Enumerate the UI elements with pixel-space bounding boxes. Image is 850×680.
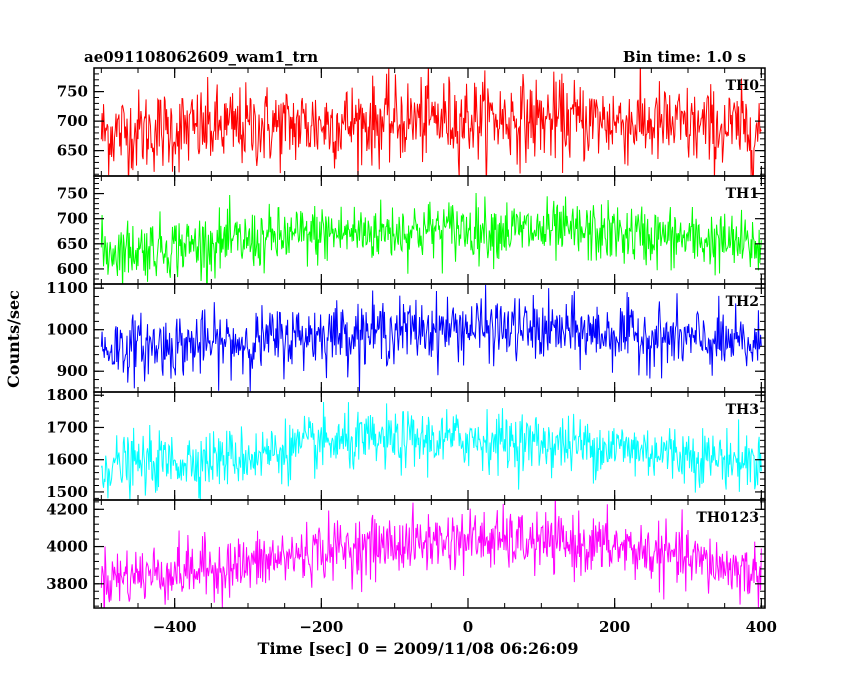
- y-tick-label: 4000: [46, 538, 88, 556]
- x-axis-label: Time [sec] 0 = 2009/11/08 06:26:09: [258, 639, 579, 658]
- panel-th2: 900 1000 1100 TH2: [46, 279, 766, 393]
- x-axis: −400 −200 0 200 400: [153, 618, 777, 636]
- y-tick-label: 650: [57, 142, 88, 160]
- y-tick-label: 1800: [46, 386, 88, 404]
- y-tick-label: 1100: [46, 279, 88, 297]
- y-tick-label: 4200: [46, 500, 88, 518]
- series-line-th1: [100, 193, 762, 284]
- y-tick-label: 600: [57, 260, 88, 278]
- panel-th1: 600 650 700 750 TH1: [57, 175, 766, 285]
- y-tick-label: 700: [57, 210, 88, 228]
- panel-th0: 650 700 750 TH0: [57, 67, 766, 177]
- y-tick-label: 700: [57, 112, 88, 130]
- y-tick-label: 1700: [46, 418, 88, 436]
- y-tick-label: 750: [57, 185, 88, 203]
- panel-th0123: 3800 4000 4200 TH0123: [46, 499, 766, 609]
- y-tick-label: 650: [57, 235, 88, 253]
- panel-label: TH0: [726, 78, 760, 94]
- y-tick-label: 750: [57, 83, 88, 101]
- series-line-th2: [100, 284, 762, 392]
- y-axis-label: Counts/sec: [4, 290, 23, 388]
- x-tick-label: −200: [299, 618, 343, 636]
- panels-group: 650 700 750 TH0 600 650 700 750 TH1 900 1000 1100 TH…: [46, 67, 766, 609]
- panel-label: TH3: [726, 402, 759, 418]
- panel-label: TH1: [726, 186, 759, 202]
- panel-label: TH0123: [696, 510, 759, 526]
- x-tick-label: −400: [153, 618, 197, 636]
- x-tick-label: 400: [746, 618, 777, 636]
- left-title: ae091108062609_wam1_trn: [84, 48, 318, 66]
- y-tick-label: 900: [57, 362, 88, 380]
- x-tick-label: 200: [599, 618, 630, 636]
- y-tick-label: 1500: [46, 483, 88, 501]
- x-tick-label: 0: [463, 618, 473, 636]
- panel-th3: 1500 1600 1700 1800 TH3: [46, 386, 766, 501]
- y-tick-label: 3800: [46, 575, 88, 593]
- series-line-th0: [100, 68, 762, 176]
- panel-label: TH2: [726, 294, 759, 310]
- y-tick-label: 1000: [46, 321, 88, 339]
- y-tick-label: 1600: [46, 451, 88, 469]
- right-title: Bin time: 1.0 s: [623, 48, 746, 66]
- series-line-th3: [100, 402, 762, 500]
- series-line-th0123: [100, 500, 762, 608]
